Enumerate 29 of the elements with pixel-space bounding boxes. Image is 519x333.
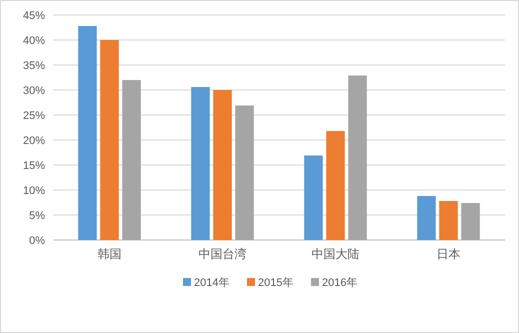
legend-label: 2014年: [194, 277, 230, 289]
y-tick-label: 40%: [22, 35, 46, 47]
bar: [461, 203, 480, 240]
x-tick-label: 中国台湾: [198, 247, 246, 261]
bar: [304, 156, 323, 240]
legend-label: 2016年: [322, 277, 358, 289]
y-tick-label: 35%: [22, 60, 46, 72]
bar: [439, 201, 458, 240]
bar: [348, 76, 367, 240]
bar: [191, 87, 210, 240]
bar: [100, 40, 119, 240]
y-tick-label: 10%: [22, 185, 46, 197]
legend-label: 2015年: [258, 277, 294, 289]
bar: [213, 90, 232, 240]
y-tick-label: 25%: [22, 110, 46, 122]
x-tick-label: 中国大陆: [312, 247, 360, 261]
bar: [235, 106, 254, 240]
y-tick-label: 5%: [29, 210, 46, 222]
y-tick-label: 45%: [22, 10, 46, 22]
y-tick-label: 0%: [29, 235, 46, 247]
y-tick-label: 20%: [22, 135, 46, 147]
bar: [78, 26, 97, 240]
y-tick-label: 15%: [22, 160, 46, 172]
x-tick-label: 日本: [436, 247, 460, 261]
bar: [417, 196, 436, 240]
bar: [122, 80, 141, 240]
x-tick-label: 韩国: [98, 247, 122, 261]
y-tick-label: 30%: [22, 85, 46, 97]
bar: [326, 131, 345, 240]
